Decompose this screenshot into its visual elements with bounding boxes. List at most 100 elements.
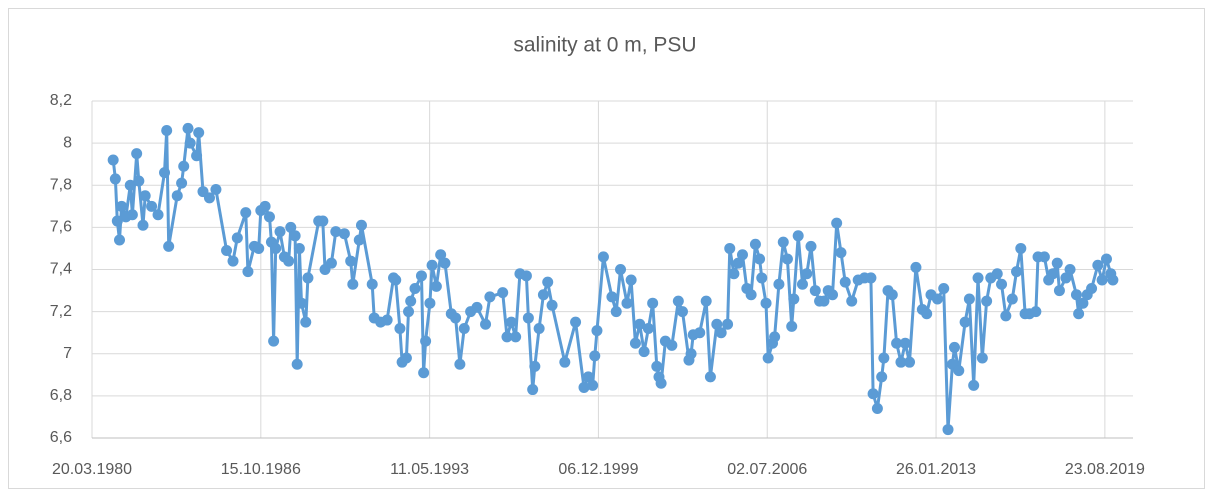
y-tick-label: 7: [63, 345, 72, 362]
data-point: [403, 306, 415, 318]
data-point: [347, 278, 359, 290]
data-point: [137, 219, 149, 231]
data-point: [221, 245, 233, 257]
data-point: [996, 278, 1008, 290]
data-point: [666, 339, 678, 351]
data-point: [263, 211, 275, 223]
data-point: [285, 221, 297, 233]
data-point: [895, 356, 907, 368]
data-point: [676, 306, 688, 318]
data-point: [182, 122, 194, 134]
data-point: [546, 299, 558, 311]
data-point: [497, 287, 509, 299]
data-point: [899, 337, 911, 349]
data-point: [291, 358, 303, 370]
y-tick-label: 7,4: [50, 261, 72, 278]
data-point: [289, 230, 301, 242]
data-point: [1051, 257, 1063, 269]
data-point: [773, 278, 785, 290]
x-tick-label: 23.08.2019: [1065, 461, 1145, 478]
data-point: [133, 175, 145, 187]
data-point: [295, 297, 307, 309]
data-point: [1096, 274, 1108, 286]
data-point: [193, 127, 205, 139]
data-point: [424, 297, 436, 309]
data-point: [805, 240, 817, 252]
data-point: [242, 266, 254, 278]
data-point: [527, 384, 539, 396]
data-point: [139, 190, 151, 202]
data-point: [394, 322, 406, 334]
data-point: [781, 253, 793, 265]
data-point: [1000, 310, 1012, 322]
data-point: [1100, 253, 1112, 265]
data-point: [1086, 282, 1098, 294]
data-point: [109, 173, 121, 185]
data-point: [1064, 264, 1076, 275]
data-point: [694, 327, 706, 339]
data-point: [786, 320, 798, 332]
data-point: [878, 352, 890, 364]
data-point: [886, 289, 898, 301]
data-point: [522, 312, 534, 324]
data-point: [831, 217, 843, 229]
data-point: [1006, 293, 1018, 305]
data-point: [126, 209, 138, 221]
data-point: [355, 219, 367, 231]
data-point: [484, 291, 496, 303]
data-point: [510, 331, 522, 343]
data-point: [1092, 259, 1104, 271]
data-point: [1070, 289, 1082, 301]
data-point: [338, 228, 350, 240]
data-point: [114, 234, 126, 246]
data-point: [610, 306, 622, 318]
data-point: [353, 234, 365, 246]
data-point: [159, 167, 171, 179]
data-point: [178, 160, 190, 172]
data-point: [471, 301, 483, 313]
data-point: [529, 360, 541, 372]
data-point: [981, 295, 993, 307]
data-point: [454, 358, 466, 370]
data-point: [124, 179, 136, 191]
data-point: [426, 259, 438, 271]
data-point: [991, 268, 1003, 280]
data-point: [801, 268, 813, 280]
data-point: [809, 285, 821, 297]
data-point: [542, 276, 554, 288]
data-point: [867, 388, 879, 400]
data-point: [722, 318, 734, 330]
data-point: [1073, 308, 1085, 320]
y-tick-label: 7,2: [50, 303, 72, 320]
data-point: [736, 249, 748, 261]
data-point: [415, 270, 427, 282]
data-point: [439, 257, 451, 269]
data-point: [1038, 251, 1050, 263]
data-point: [345, 255, 357, 267]
data-point: [259, 200, 271, 212]
data-point: [227, 255, 239, 267]
data-point: [651, 360, 663, 372]
data-point: [621, 297, 633, 309]
data-point: [846, 295, 858, 307]
data-point: [559, 356, 571, 368]
x-tick-label: 11.05.1993: [390, 461, 469, 478]
data-point: [835, 247, 847, 259]
data-point: [754, 253, 766, 265]
data-point: [302, 272, 314, 284]
x-tick-label: 20.03.1980: [52, 461, 132, 478]
data-point: [792, 230, 804, 242]
data-point: [582, 371, 594, 383]
data-point: [480, 318, 492, 330]
x-tick-label: 06.12.1999: [558, 461, 638, 478]
data-point: [1053, 285, 1065, 297]
data-point: [1011, 266, 1023, 278]
data-point: [749, 238, 761, 250]
data-point: [270, 242, 282, 254]
data-point: [450, 312, 462, 324]
data-point: [1047, 268, 1059, 280]
data-point: [240, 207, 252, 219]
data-point: [953, 365, 965, 377]
data-point: [1060, 272, 1072, 284]
